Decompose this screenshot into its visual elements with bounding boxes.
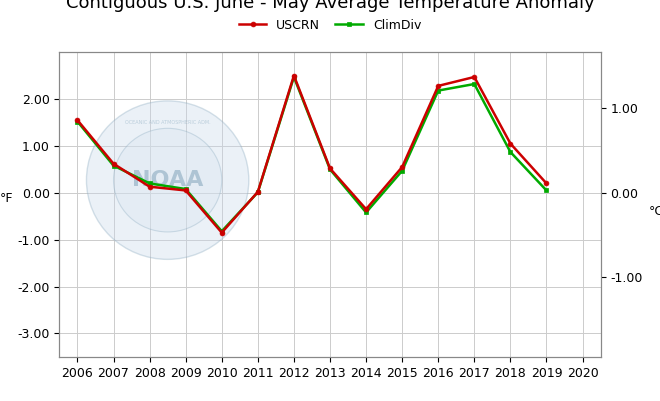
ClimDiv bbox=[326, 167, 334, 172]
USCRN bbox=[398, 164, 406, 169]
ClimDiv bbox=[146, 181, 154, 186]
ClimDiv bbox=[434, 88, 442, 93]
Title: Contiguous U.S. June - May Average Temperature Anomaly: Contiguous U.S. June - May Average Tempe… bbox=[65, 0, 595, 12]
ClimDiv bbox=[398, 168, 406, 173]
Text: NOAA: NOAA bbox=[132, 170, 203, 190]
Y-axis label: °F: °F bbox=[0, 192, 13, 205]
Y-axis label: °C: °C bbox=[649, 205, 660, 217]
Legend: USCRN, ClimDiv: USCRN, ClimDiv bbox=[239, 19, 421, 32]
USCRN bbox=[146, 184, 154, 189]
Line: ClimDiv: ClimDiv bbox=[75, 75, 549, 234]
Ellipse shape bbox=[86, 101, 249, 259]
Line: USCRN: USCRN bbox=[75, 73, 549, 235]
USCRN bbox=[182, 188, 189, 193]
Text: OCEANIC AND ATMOSPHERIC ADM.: OCEANIC AND ATMOSPHERIC ADM. bbox=[125, 120, 211, 125]
ClimDiv bbox=[182, 186, 189, 191]
ClimDiv bbox=[73, 119, 81, 124]
USCRN bbox=[471, 75, 478, 79]
USCRN bbox=[254, 189, 262, 194]
USCRN bbox=[218, 230, 226, 235]
USCRN bbox=[73, 118, 81, 123]
USCRN bbox=[543, 181, 550, 186]
USCRN bbox=[290, 73, 298, 78]
ClimDiv bbox=[218, 229, 226, 234]
USCRN bbox=[110, 161, 117, 166]
USCRN bbox=[362, 207, 370, 212]
ClimDiv bbox=[506, 150, 514, 154]
ClimDiv bbox=[290, 75, 298, 79]
ClimDiv bbox=[110, 163, 117, 168]
USCRN bbox=[506, 141, 514, 146]
USCRN bbox=[326, 166, 334, 171]
ClimDiv bbox=[254, 190, 262, 195]
ClimDiv bbox=[543, 188, 550, 193]
ClimDiv bbox=[362, 210, 370, 215]
USCRN bbox=[434, 83, 442, 88]
Ellipse shape bbox=[114, 128, 222, 232]
ClimDiv bbox=[471, 82, 478, 87]
